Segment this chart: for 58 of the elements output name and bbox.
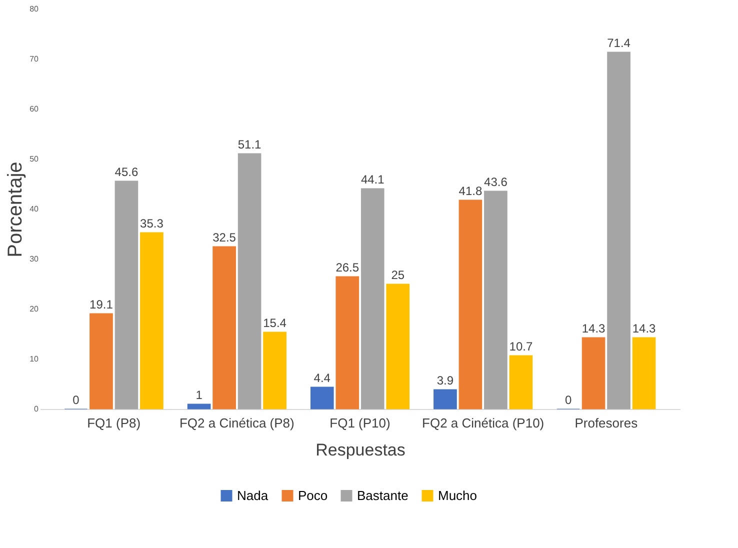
data-label: 14.3 bbox=[632, 322, 656, 336]
data-label: 32.5 bbox=[212, 230, 236, 244]
data-label: 19.1 bbox=[90, 298, 114, 312]
bar bbox=[238, 153, 262, 410]
x-tick-label: Profesores bbox=[574, 416, 638, 430]
y-tick-label: 0 bbox=[34, 404, 40, 414]
data-label: 44.1 bbox=[360, 172, 385, 186]
x-tick-label: FQ2 a Cinética (P8) bbox=[179, 416, 294, 430]
data-label: 43.6 bbox=[484, 175, 508, 189]
data-label: 25 bbox=[391, 268, 405, 282]
legend-label: Poco bbox=[298, 488, 328, 503]
data-label: 15.4 bbox=[263, 316, 287, 330]
data-label: 14.3 bbox=[582, 322, 606, 336]
bar bbox=[360, 188, 384, 410]
bar bbox=[336, 276, 360, 410]
bar bbox=[212, 246, 236, 410]
data-label: 1 bbox=[196, 388, 203, 402]
bar bbox=[310, 386, 334, 410]
y-axis-title: Porcentaje bbox=[4, 162, 27, 258]
bar bbox=[509, 355, 533, 410]
y-tick-label: 50 bbox=[30, 154, 40, 164]
legend-label: Mucho bbox=[438, 488, 478, 503]
bar bbox=[140, 232, 164, 410]
data-label: 41.8 bbox=[458, 184, 482, 198]
bar bbox=[90, 313, 113, 410]
y-tick-label: 70 bbox=[30, 54, 40, 64]
legend-label: Nada bbox=[237, 488, 269, 503]
bar bbox=[434, 389, 457, 410]
data-label: 4.4 bbox=[314, 371, 331, 385]
x-axis-title: Respuestas bbox=[316, 440, 406, 460]
bar bbox=[263, 332, 286, 410]
y-tick-label: 20 bbox=[30, 304, 40, 314]
data-label: 0 bbox=[72, 393, 80, 407]
bar bbox=[632, 337, 656, 410]
bar bbox=[607, 52, 630, 410]
data-label: 71.4 bbox=[607, 36, 631, 50]
bar bbox=[386, 284, 410, 410]
x-tick-label: FQ2 a Cinética (P10) bbox=[422, 416, 544, 430]
data-label: 51.1 bbox=[238, 138, 262, 152]
bar bbox=[484, 190, 508, 410]
legend-label: Bastante bbox=[357, 488, 408, 503]
bar bbox=[187, 404, 211, 410]
y-tick-label: 10 bbox=[30, 354, 40, 364]
data-label: 45.6 bbox=[114, 165, 138, 179]
bar bbox=[458, 200, 482, 410]
y-tick-label: 40 bbox=[30, 204, 40, 214]
y-tick-label: 80 bbox=[30, 4, 40, 14]
data-label: 3.9 bbox=[436, 374, 454, 388]
data-label: 0 bbox=[564, 393, 572, 407]
x-tick-label: FQ1 (P8) bbox=[87, 416, 141, 430]
data-label: 26.5 bbox=[336, 260, 360, 274]
bar bbox=[114, 180, 138, 410]
y-tick-label: 30 bbox=[30, 254, 40, 264]
data-label: 35.3 bbox=[140, 216, 164, 230]
data-label: 10.7 bbox=[509, 340, 533, 354]
bar bbox=[582, 337, 606, 410]
y-tick-label: 60 bbox=[30, 104, 40, 114]
x-tick-label: FQ1 (P10) bbox=[330, 416, 390, 430]
